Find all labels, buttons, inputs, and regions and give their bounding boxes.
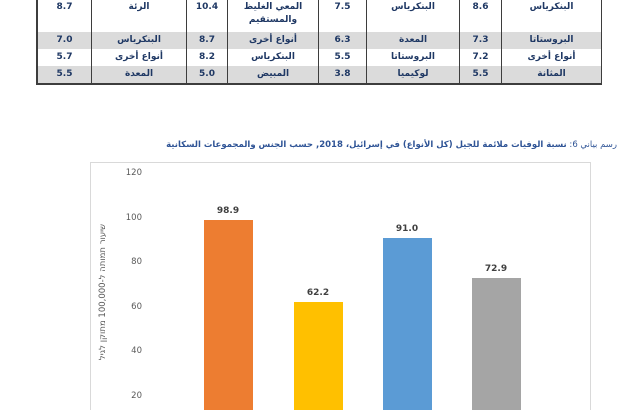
table-label-cell: المعدة xyxy=(92,66,187,83)
bar-value-label: 62.2 xyxy=(306,287,330,298)
y-axis-tick-label: 20 xyxy=(131,390,142,401)
table-value-cell: 7.5 xyxy=(319,0,367,32)
chart-title-text: نسبة الوفيات ملائمة للجيل (كل الأنواع) ف… xyxy=(166,140,567,150)
y-axis-title-text: שיעור תמותה ל-100,000 מתוקן לגיל xyxy=(98,223,108,361)
bar-value-label: 91.0 xyxy=(395,223,419,234)
table-value-cell: 3.8 xyxy=(319,66,367,83)
table-label-cell: البنكرياس xyxy=(92,32,187,49)
bar-value-label: 72.9 xyxy=(484,263,508,274)
table-label-cell: البنكرياس xyxy=(228,49,319,66)
table-label-cell: البروستاتا xyxy=(367,49,460,66)
table-value-cell: 5.5 xyxy=(38,66,92,83)
table-label-cell: أنواع أخرى xyxy=(502,49,602,66)
table-value-cell: 5.0 xyxy=(187,66,228,83)
table-label-cell: أنواع أخرى xyxy=(228,32,319,49)
table-value-cell: 5.5 xyxy=(319,49,367,66)
y-axis-tick-label: 120 xyxy=(125,168,142,178)
table-label-cell: البنكرياس xyxy=(502,0,602,32)
bar-4 xyxy=(471,277,521,410)
bar-3 xyxy=(382,237,432,410)
table-label-cell: البنكرياس xyxy=(367,0,460,32)
y-axis-tick-label: 80 xyxy=(131,257,142,267)
y-axis-tick-label: 100 xyxy=(125,212,142,223)
bar-1 xyxy=(203,219,253,410)
table-value-cell: 5.5 xyxy=(460,66,502,83)
table-label-cell: البروستاتا xyxy=(502,32,602,49)
bar-2 xyxy=(293,301,343,410)
table-label-cell: المبيض xyxy=(228,66,319,83)
table-label-cell: الرئة xyxy=(92,0,187,32)
table-value-cell: 6.3 xyxy=(319,32,367,49)
table-value-cell: 5.7 xyxy=(38,49,92,66)
y-axis-tick-label: 60 xyxy=(131,301,142,312)
table-label-cell: لوكيميا xyxy=(367,66,460,83)
table-value-cell: 8.2 xyxy=(187,49,228,66)
table-label-cell: أنواع أخرى xyxy=(92,49,187,66)
table-value-cell: 7.2 xyxy=(460,49,502,66)
table-label-cell: المعي الغليظ والمستقيم xyxy=(228,0,319,32)
chart-title: رسم بياني 6: نسبة الوفيات ملائمة للجيل (… xyxy=(166,139,617,151)
mortality-table: 8.7 الرئة 10.4 المعي الغليظ والمستقيم 7.5 الب… xyxy=(36,0,602,85)
y-axis-tick-label: 40 xyxy=(131,346,142,356)
table-value-cell: 8.7 xyxy=(38,0,92,32)
table-label-cell: المثانة xyxy=(502,66,602,83)
table-value-cell: 7.0 xyxy=(38,32,92,49)
table-label-cell: المعدة xyxy=(367,32,460,49)
figure-number-label: رسم بياني 6: xyxy=(566,140,617,150)
bar-value-label: 98.9 xyxy=(216,205,240,216)
table-value-cell: 10.4 xyxy=(187,0,228,32)
table-value-cell: 7.3 xyxy=(460,32,502,49)
table-value-cell: 8.7 xyxy=(187,32,228,49)
table-value-cell: 8.6 xyxy=(460,0,502,32)
